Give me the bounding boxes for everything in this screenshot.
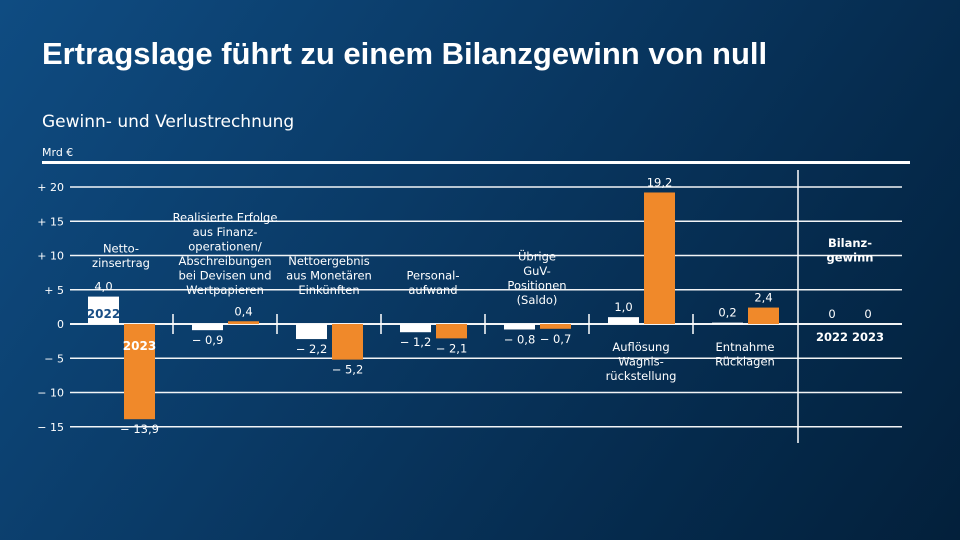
bar-2023: [748, 307, 779, 324]
category-label: Auflösung: [612, 340, 669, 354]
bar-2022: [192, 324, 223, 331]
bar-2023: [436, 324, 467, 339]
result-value: 0: [828, 307, 835, 321]
y-tick-label: + 10: [37, 250, 64, 263]
value-label: 1,0: [614, 300, 632, 314]
category-label: rückstellung: [606, 369, 677, 383]
value-label: 0,2: [718, 306, 736, 320]
bar-2023: [124, 324, 155, 420]
bar-2023: [540, 324, 571, 329]
category-label: aufwand: [408, 283, 457, 297]
category-label: Nettoergebnis: [288, 254, 369, 268]
category-label: Realisierte Erfolge: [173, 211, 278, 225]
value-label: − 0,9: [192, 333, 224, 347]
series-label-2023: 2023: [123, 339, 156, 353]
y-tick-label: + 20: [37, 181, 64, 194]
bar-2022: [712, 322, 743, 324]
bar-2022: [296, 324, 327, 340]
value-label: 2,4: [754, 291, 772, 305]
result-value: 0: [864, 307, 871, 321]
category-label: aus Finanz-: [193, 225, 258, 239]
category-label: Einkünften: [298, 283, 359, 297]
category-label: Wagnis-: [618, 355, 664, 369]
category-label: Entnahme: [716, 340, 775, 354]
y-tick-label: − 15: [37, 421, 64, 434]
result-year: 2023: [852, 330, 884, 344]
y-tick-label: + 15: [37, 215, 64, 228]
category-label: GuV-: [523, 264, 551, 278]
bar-2023: [228, 321, 259, 324]
value-label: − 0,7: [540, 332, 572, 346]
category-label: Rücklagen: [715, 355, 775, 369]
result-label: Bilanz-: [828, 236, 872, 250]
bar-2023: [644, 192, 675, 324]
category-label: (Saldo): [517, 293, 558, 307]
value-label: − 13,9: [120, 422, 159, 436]
y-tick-label: − 10: [37, 387, 64, 400]
category-label: Abschreibungen: [178, 254, 271, 268]
bar-2022: [400, 324, 431, 333]
y-axis-unit: Mrd €: [42, 146, 74, 159]
category-label: Netto-: [103, 242, 139, 256]
category-label: aus Monetären: [286, 269, 372, 283]
category-label: Positionen: [507, 279, 566, 293]
category-label: Wertpapieren: [186, 283, 264, 297]
value-label: 4,0: [94, 280, 112, 294]
value-label: − 1,2: [400, 335, 432, 349]
category-label: bei Devisen und: [178, 269, 271, 283]
chart-title: Gewinn- und Verlustrechnung: [42, 112, 295, 132]
value-label: − 0,8: [504, 332, 536, 346]
value-label: 0,4: [234, 304, 252, 318]
series-label-2022: 2022: [87, 307, 120, 321]
value-label: − 2,1: [436, 341, 468, 355]
category-label: Übrige: [518, 248, 556, 264]
y-tick-label: + 5: [44, 284, 64, 297]
bar-2022: [88, 296, 119, 324]
bar-2022: [504, 324, 535, 330]
bar-2022: [608, 317, 639, 324]
header-rule: [42, 161, 910, 164]
bar-2023: [332, 324, 363, 360]
y-tick-label: − 5: [44, 352, 64, 365]
result-label: gewinn: [827, 251, 874, 265]
value-label: 19,2: [647, 175, 673, 189]
category-label: zinsertrag: [92, 256, 150, 270]
result-year: 2022: [816, 330, 848, 344]
category-label: Personal-: [406, 269, 459, 283]
y-tick-label: 0: [57, 318, 64, 331]
value-label: − 5,2: [332, 363, 364, 377]
category-label: operationen/: [188, 240, 262, 254]
slide-title: Ertragslage führt zu einem Bilanzgewinn …: [42, 36, 768, 71]
value-label: − 2,2: [296, 342, 328, 356]
